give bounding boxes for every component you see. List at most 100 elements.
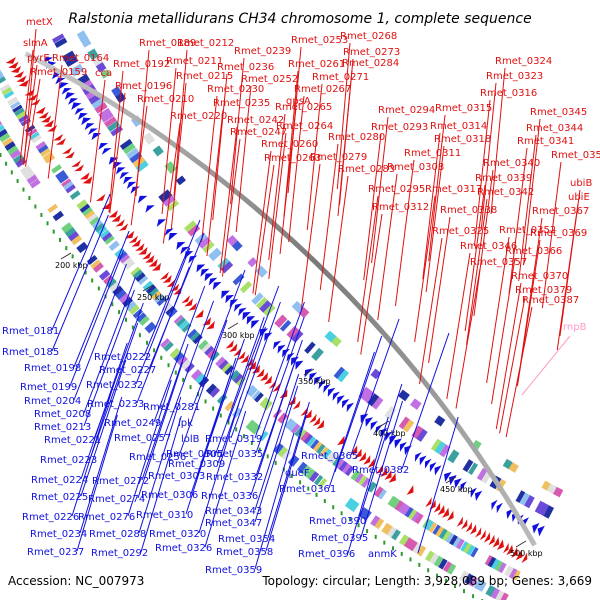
label-line xyxy=(455,268,481,409)
feature-tracks xyxy=(0,30,564,600)
feature-block xyxy=(344,497,356,510)
feature-mark xyxy=(174,370,177,375)
forward-gene-arrow xyxy=(71,160,82,168)
feature-mark xyxy=(212,406,215,411)
gene-label-rmet_0268: Rmet_0268 xyxy=(340,31,397,42)
feature-block xyxy=(14,107,25,117)
feature-mark xyxy=(418,562,421,567)
label-line xyxy=(414,195,436,343)
feature-block xyxy=(398,416,410,430)
feature-block xyxy=(0,69,3,75)
gene-label-rmet_0224: Rmet_0224 xyxy=(31,475,88,486)
gene-label-rmet_0199: Rmet_0199 xyxy=(20,382,77,393)
feature-block xyxy=(144,283,157,295)
gene-label-pyre: pyrE xyxy=(27,53,50,64)
label-line xyxy=(265,414,307,552)
gene-label-metx: metX xyxy=(26,17,53,28)
forward-gene-arrow xyxy=(240,354,249,364)
feature-block xyxy=(432,524,441,535)
label-line xyxy=(556,203,579,351)
gene-label-rnpb: rnpB xyxy=(563,322,587,333)
feature-block xyxy=(290,423,301,435)
reverse-gene-arrow xyxy=(84,123,95,131)
gene-label-rmet_0189: Rmet_0189 xyxy=(139,38,196,49)
forward-gene-arrow xyxy=(202,317,212,326)
feature-mark xyxy=(315,492,318,497)
feature-block xyxy=(117,251,128,261)
feature-block xyxy=(387,495,397,507)
feature-block xyxy=(138,314,150,327)
gene-label-rmet_0354: Rmet_0354 xyxy=(218,534,275,545)
feature-block xyxy=(262,400,273,411)
feature-block xyxy=(65,56,79,68)
feature-mark xyxy=(5,161,8,166)
feature-block xyxy=(519,492,530,506)
gene-label-rmet_0227: Rmet_0227 xyxy=(99,365,156,376)
feature-block xyxy=(135,272,146,282)
feature-block xyxy=(398,534,410,546)
feature-block xyxy=(27,128,38,137)
gene-label-rmet_0265: Rmet_0265 xyxy=(275,102,332,113)
label-line xyxy=(425,145,445,293)
reverse-gene-arrow xyxy=(295,360,304,370)
label-line xyxy=(252,150,272,294)
gene-label-rmet_0181: Rmet_0181 xyxy=(2,326,59,337)
feature-block xyxy=(477,580,487,592)
gene-label-rmet_0233: Rmet_0233 xyxy=(87,399,144,410)
gene-label-rmet_0318: Rmet_0318 xyxy=(434,134,491,145)
feature-block xyxy=(129,151,143,164)
feature-block xyxy=(65,183,76,194)
reverse-gene-arrow xyxy=(164,228,174,237)
feature-block xyxy=(115,289,127,300)
feature-block xyxy=(350,469,361,481)
label-line xyxy=(71,379,116,517)
reverse-gene-arrow xyxy=(208,277,218,286)
feature-block xyxy=(61,50,76,63)
feature-mark xyxy=(84,270,87,275)
reverse-gene-arrow xyxy=(424,458,432,469)
label-line xyxy=(76,414,118,552)
forward-gene-arrow xyxy=(184,298,194,307)
label-line xyxy=(428,216,451,364)
feature-mark xyxy=(243,434,246,439)
forward-gene-arrow xyxy=(170,283,180,292)
feature-block xyxy=(467,462,479,476)
feature-block xyxy=(428,522,438,533)
feature-mark xyxy=(463,589,466,594)
gene-label-rmet_0310: Rmet_0310 xyxy=(136,510,193,521)
reverse-gene-arrow xyxy=(200,268,210,277)
feature-block xyxy=(235,375,246,387)
feature-block xyxy=(99,229,110,239)
reverse-gene-arrow xyxy=(242,311,251,321)
feature-block xyxy=(6,144,19,155)
forward-gene-arrow xyxy=(354,448,362,459)
feature-mark xyxy=(34,204,37,209)
feature-block xyxy=(534,500,545,514)
feature-block xyxy=(253,392,264,403)
feature-block xyxy=(52,210,64,222)
label-line xyxy=(22,64,38,165)
gene-label-rmet_0225: Rmet_0225 xyxy=(31,492,88,503)
label-line xyxy=(130,105,148,226)
label-line xyxy=(153,285,206,423)
feature-block xyxy=(403,537,414,549)
reverse-gene-arrow xyxy=(233,303,243,312)
label-line xyxy=(363,133,382,281)
feature-block xyxy=(229,369,241,381)
feature-block xyxy=(69,190,81,200)
feature-block xyxy=(455,538,465,550)
feature-block xyxy=(132,268,143,279)
forward-gene-arrow xyxy=(229,343,238,352)
reverse-gene-arrow xyxy=(470,487,478,498)
feature-block xyxy=(373,517,385,530)
forward-gene-arrow xyxy=(135,243,145,251)
feature-block xyxy=(197,339,209,350)
feature-block xyxy=(169,347,181,359)
feature-block xyxy=(12,104,23,113)
forward-gene-arrow xyxy=(496,539,504,550)
forward-gene-arrow xyxy=(95,193,106,202)
label-line xyxy=(508,147,528,295)
label-line xyxy=(300,163,321,311)
feature-mark xyxy=(392,546,395,551)
feature-block xyxy=(508,567,518,579)
